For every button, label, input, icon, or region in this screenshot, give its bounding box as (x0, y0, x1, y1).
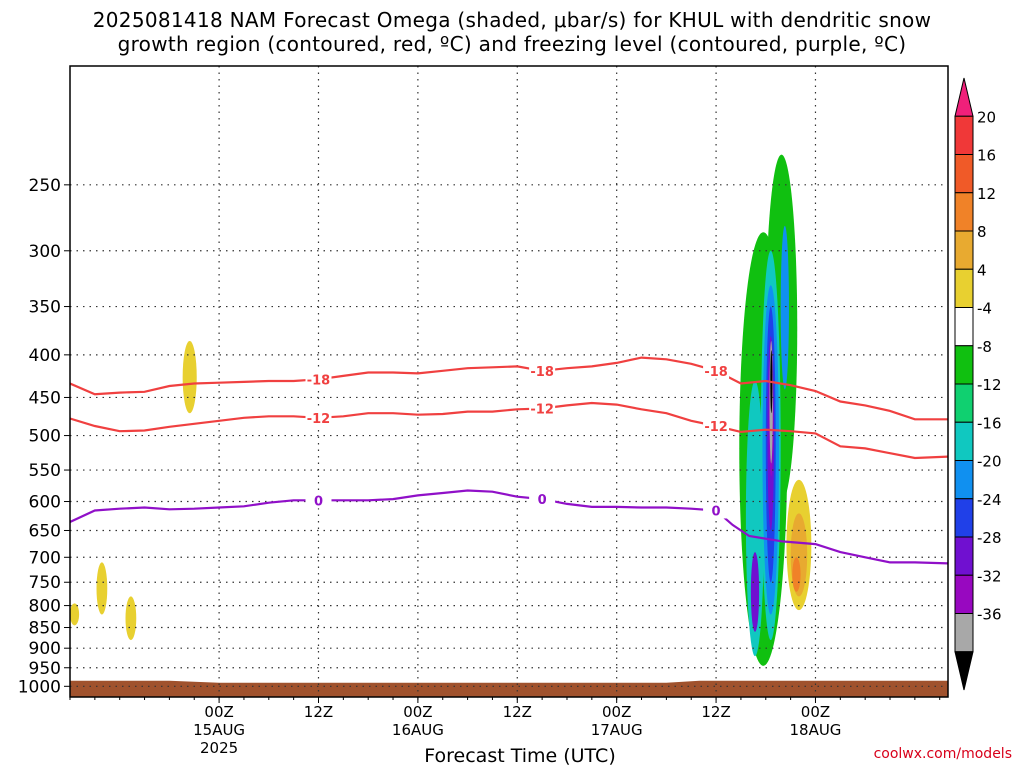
contour-label-bg (305, 409, 332, 426)
contour-label-bg (703, 362, 730, 379)
contour-label-bg (529, 491, 556, 508)
x-axis-title: Forecast Time (UTC) (424, 745, 616, 767)
contour-label-bg (305, 371, 332, 388)
contour-label: 0 (712, 504, 721, 519)
x-tick-label: 16AUG (392, 721, 444, 739)
contour-label: -12 (530, 403, 554, 418)
y-tick-label: 500 (29, 427, 61, 447)
colorbar-box (954, 460, 974, 500)
colorbar-tick-label: -4 (977, 300, 992, 318)
colorbar-box (954, 536, 974, 576)
colorbar-box (954, 230, 974, 270)
plot-inner: -18 -18 -18 -12 -12 -12 0 0 0 (70, 66, 948, 697)
colorbar-box (954, 307, 974, 347)
colorbar-box (954, 345, 974, 385)
y-tick-label: 250 (29, 176, 61, 196)
colorbar-tick-label: 16 (977, 147, 996, 165)
y-tick-label: 800 (29, 597, 61, 617)
colorbar-box (954, 192, 974, 232)
chart-title-line-2: growth region (contoured, red, ºC) and f… (117, 32, 907, 56)
omega-shade-12 (750, 552, 760, 632)
colorbar-max-triangle (954, 77, 974, 117)
plot-frame (69, 65, 949, 698)
contour-label: -18 (704, 365, 728, 380)
contour-label: 0 (314, 494, 323, 509)
x-tick-label: 2025 (200, 739, 238, 757)
colorbar-box (954, 268, 974, 308)
y-tick-label: 600 (29, 493, 61, 513)
plot-area: -18 -18 -18 -12 -12 -12 0 0 0 (70, 66, 948, 697)
omega-shade-0 (70, 603, 80, 626)
x-tick-label: 17AUG (591, 721, 643, 739)
y-tick-label: 750 (29, 573, 61, 593)
contour-label-bg (703, 502, 730, 519)
contour-label-bg (529, 362, 556, 379)
y-tick-label: 550 (29, 461, 61, 481)
colorbar-min-triangle (954, 651, 974, 691)
x-tick-label: 00Z (403, 703, 432, 721)
colorbar-box (954, 613, 974, 653)
colorbar-box (954, 154, 974, 194)
colorbar-box (954, 421, 974, 461)
omega-shade-3 (182, 341, 197, 414)
source-credit: coolwx.com/models (873, 746, 1012, 762)
x-tick-label: 00Z (204, 703, 233, 721)
x-tick-label: 18AUG (789, 721, 841, 739)
contour-label: -18 (530, 365, 554, 380)
y-tick-label: 400 (29, 346, 61, 366)
colorbar-tick-label: -24 (977, 491, 1002, 509)
y-tick-label: 650 (29, 521, 61, 541)
x-tick-label: 15AUG (193, 721, 245, 739)
axes: 2503003504004505005506006507007508008509… (18, 65, 949, 757)
colorbar-tick-label: 20 (977, 108, 996, 126)
colorbar-tick-label: -36 (977, 606, 1002, 624)
chart-title-line-1: 2025081418 NAM Forecast Omega (shaded, μ… (92, 8, 932, 32)
colorbar-tick-label: -16 (977, 414, 1002, 432)
y-tick-label: 1000 (18, 677, 61, 697)
colorbar-box (954, 574, 974, 614)
contour-label: -12 (307, 412, 331, 427)
chart-title: 2025081418 NAM Forecast Omega (shaded, μ… (0, 8, 1024, 56)
contour-line-dgz-18 (70, 356, 948, 421)
omega-shade-18 (792, 557, 801, 592)
x-tick-label: 12Z (503, 703, 532, 721)
y-tick-label: 950 (29, 659, 61, 679)
y-tick-label: 350 (29, 298, 61, 318)
y-tick-label: 850 (29, 619, 61, 639)
colorbar-tick-label: -20 (977, 453, 1002, 471)
colorbar-tick-label: 4 (977, 261, 987, 279)
terrain-fill (70, 680, 948, 697)
omega-shade-9 (780, 225, 789, 390)
contour-label: -12 (704, 420, 728, 435)
colorbar-tick-label: -12 (977, 376, 1002, 394)
y-tick-label: 900 (29, 639, 61, 659)
omega-shade-1 (96, 562, 108, 615)
contour-label-bg (703, 418, 730, 435)
x-tick-label: 12Z (304, 703, 333, 721)
colorbar-tick-label: -32 (977, 567, 1002, 585)
omega-shade-2 (125, 596, 137, 641)
colorbar-box (954, 498, 974, 538)
colorbar-box (954, 115, 974, 155)
colorbar-tick-label: 12 (977, 185, 996, 203)
colorbar-tick-label: 8 (977, 223, 987, 241)
contour-label: -18 (307, 373, 331, 388)
y-tick-label: 300 (29, 242, 61, 262)
contour-line-freezing-0 (70, 489, 948, 565)
colorbar-tick-label: -28 (977, 529, 1002, 547)
x-tick-label: 00Z (602, 703, 631, 721)
x-tick-label: 00Z (801, 703, 830, 721)
contour-label-bg (305, 492, 332, 509)
contour-label: 0 (538, 493, 547, 508)
y-tick-label: 450 (29, 388, 61, 408)
x-tick-label: 12Z (701, 703, 730, 721)
contour-line-dgz-12 (70, 401, 948, 460)
y-tick-label: 700 (29, 548, 61, 568)
colorbar-tick-label: -8 (977, 338, 992, 356)
contour-label-bg (529, 400, 556, 417)
colorbar-box (954, 383, 974, 423)
omega-shade-6 (745, 381, 765, 657)
colorbar: 20 16 12 8 4 -4 -8 -12 -16 -20 -24 -28 -32 -36 (954, 77, 1002, 691)
